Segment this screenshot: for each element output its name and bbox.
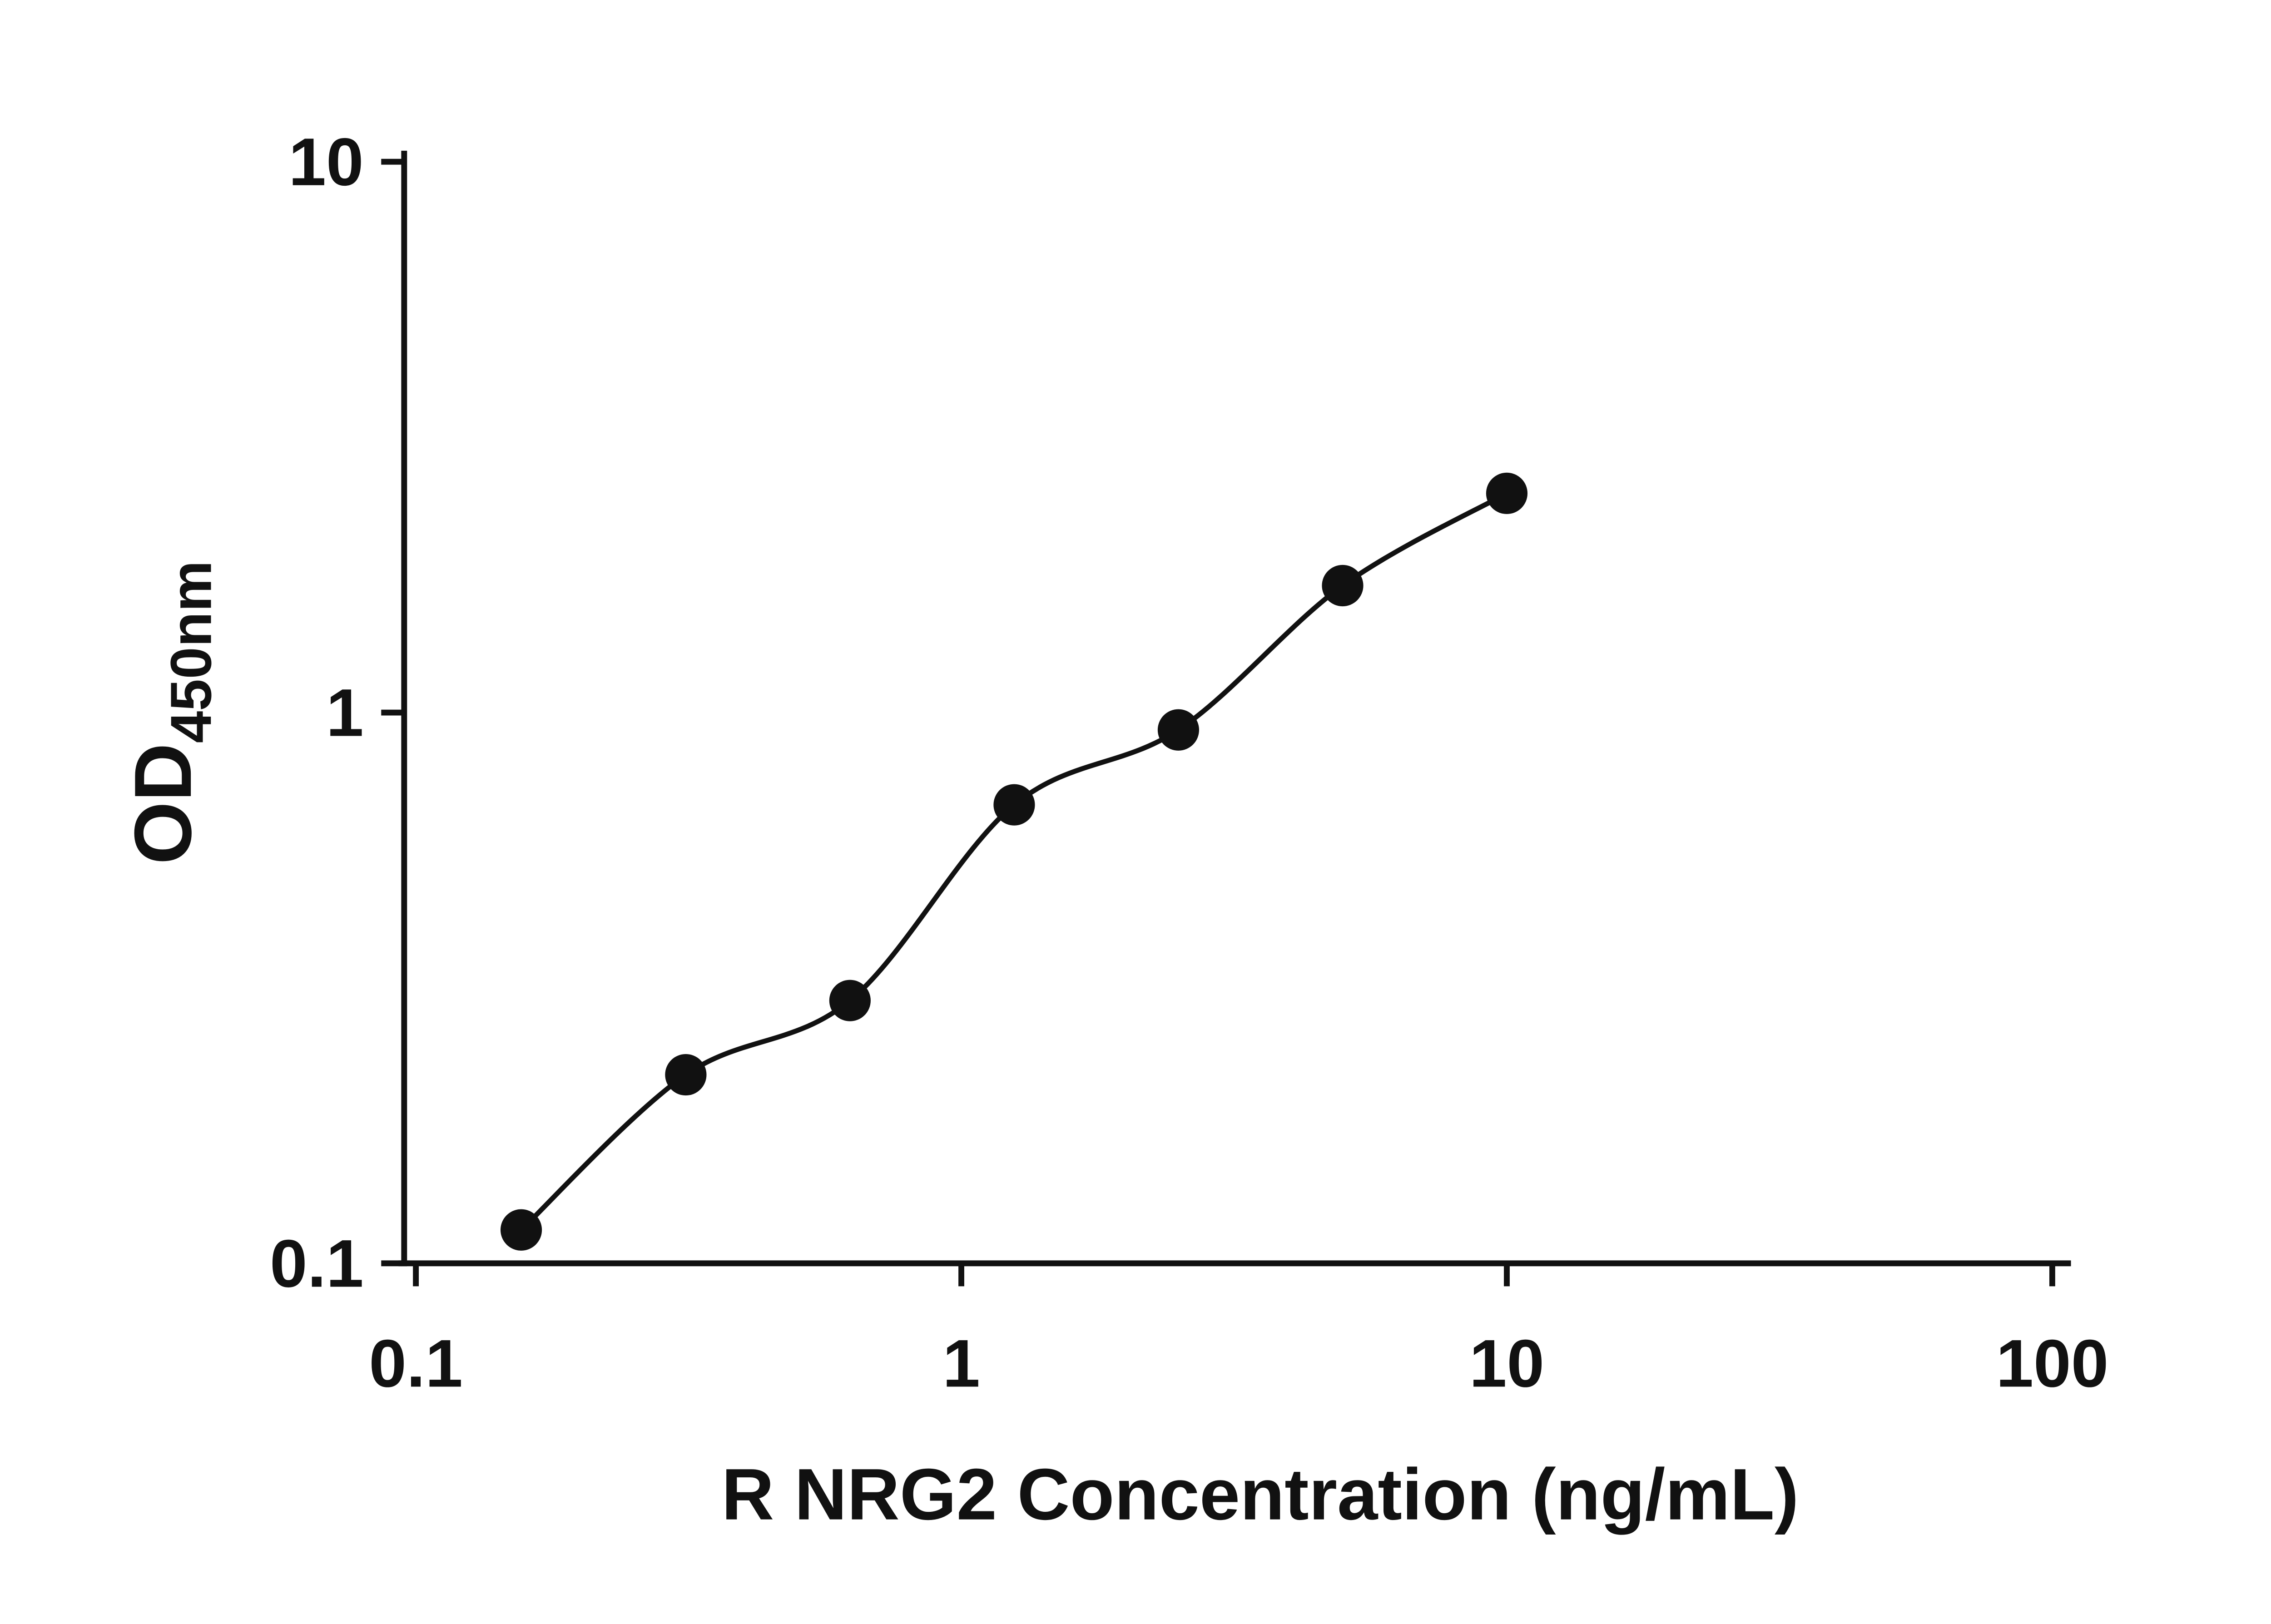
data-point — [1486, 472, 1528, 514]
x-tick-label: 0.1 — [369, 1326, 463, 1401]
data-point — [665, 1054, 707, 1096]
data-point — [1157, 709, 1200, 751]
data-point — [993, 784, 1035, 826]
x-tick-label: 10 — [1469, 1326, 1544, 1401]
axis-ticks: 0.1 1 10 100 0.1 1 10 — [270, 124, 2108, 1401]
data-points — [500, 472, 1528, 1251]
y-axis-title: OD450nm — [118, 560, 223, 864]
data-point — [829, 980, 871, 1021]
fit-curve — [519, 491, 1508, 1232]
x-tick-label: 1 — [942, 1326, 980, 1401]
x-axis-title: R NRG2 Concentration (ng/mL) — [721, 1454, 1799, 1535]
y-axis-title-sub: 450nm — [159, 560, 223, 743]
y-tick-label: 0.1 — [270, 1226, 364, 1301]
y-tick-label: 10 — [288, 124, 363, 200]
x-tick-label: 100 — [1996, 1326, 2108, 1401]
y-tick-label: 1 — [326, 675, 364, 751]
data-point — [500, 1209, 542, 1251]
y-axis-title-main: OD — [118, 743, 208, 865]
data-point — [1322, 564, 1364, 607]
